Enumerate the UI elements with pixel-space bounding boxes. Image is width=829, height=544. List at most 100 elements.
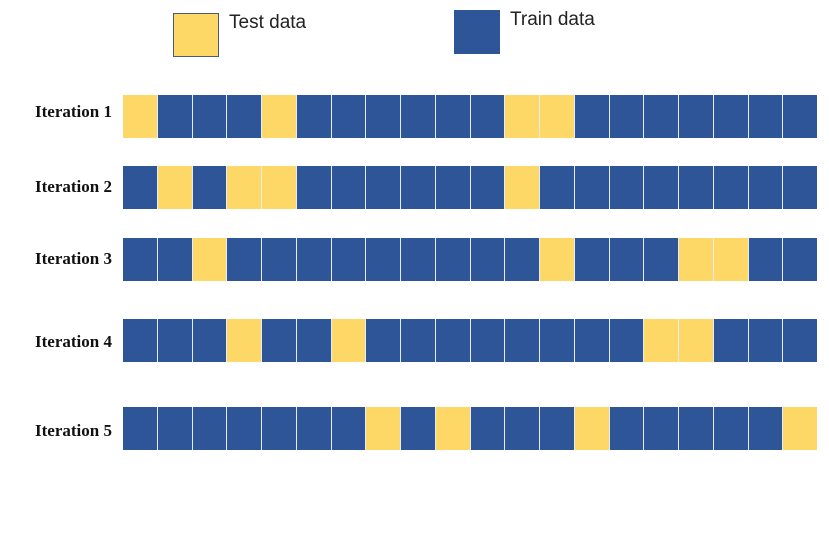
train-block bbox=[296, 407, 332, 450]
train-block bbox=[609, 407, 645, 450]
train-block bbox=[470, 95, 506, 138]
train-block bbox=[331, 407, 367, 450]
train-block bbox=[783, 166, 817, 209]
test-block bbox=[192, 238, 228, 281]
test-block bbox=[574, 407, 610, 450]
test-block bbox=[262, 166, 297, 209]
test-block bbox=[262, 95, 297, 138]
train-block bbox=[366, 238, 401, 281]
train-block bbox=[401, 407, 436, 450]
train-block bbox=[435, 166, 471, 209]
train-block bbox=[783, 238, 817, 281]
train-block bbox=[123, 319, 158, 362]
train-block bbox=[609, 95, 645, 138]
iteration-label-2: Iteration 2 bbox=[35, 177, 112, 196]
legend-train-swatch bbox=[454, 10, 500, 54]
train-block bbox=[227, 407, 262, 450]
train-block bbox=[679, 407, 714, 450]
train-block bbox=[713, 166, 749, 209]
train-block bbox=[505, 238, 540, 281]
train-block bbox=[748, 238, 784, 281]
train-block bbox=[192, 407, 228, 450]
train-block bbox=[644, 95, 679, 138]
test-block bbox=[227, 319, 262, 362]
test-block bbox=[505, 95, 540, 138]
test-block bbox=[157, 166, 193, 209]
train-block bbox=[644, 166, 679, 209]
train-block bbox=[401, 166, 436, 209]
legend-test-label: Test data bbox=[229, 12, 307, 33]
train-block bbox=[574, 238, 610, 281]
train-block bbox=[679, 95, 714, 138]
train-block bbox=[783, 95, 817, 138]
test-block bbox=[644, 319, 679, 362]
test-block bbox=[123, 95, 158, 138]
train-block bbox=[748, 319, 784, 362]
train-block bbox=[435, 95, 471, 138]
legend-test-swatch bbox=[173, 13, 219, 57]
train-block bbox=[609, 166, 645, 209]
train-block bbox=[505, 407, 540, 450]
test-block bbox=[331, 319, 367, 362]
train-block bbox=[574, 95, 610, 138]
train-block bbox=[713, 407, 749, 450]
train-block bbox=[609, 238, 645, 281]
train-block bbox=[713, 95, 749, 138]
iteration-row-4 bbox=[123, 319, 817, 362]
iteration-label-3: Iteration 3 bbox=[35, 249, 112, 268]
train-block bbox=[470, 407, 506, 450]
train-block bbox=[609, 319, 645, 362]
train-block bbox=[644, 407, 679, 450]
train-block bbox=[435, 319, 471, 362]
train-block bbox=[540, 407, 575, 450]
train-block bbox=[783, 319, 817, 362]
train-block bbox=[192, 166, 228, 209]
train-block bbox=[157, 407, 193, 450]
legend-train-label: Train data bbox=[510, 9, 595, 30]
train-block bbox=[296, 319, 332, 362]
train-block bbox=[748, 407, 784, 450]
train-block bbox=[262, 238, 297, 281]
train-block bbox=[748, 95, 784, 138]
train-block bbox=[540, 166, 575, 209]
train-block bbox=[470, 238, 506, 281]
train-block bbox=[366, 166, 401, 209]
train-block bbox=[227, 95, 262, 138]
train-block bbox=[262, 407, 297, 450]
train-block bbox=[574, 166, 610, 209]
train-block bbox=[713, 319, 749, 362]
train-block bbox=[123, 407, 158, 450]
train-block bbox=[296, 95, 332, 138]
test-block bbox=[435, 407, 471, 450]
train-block bbox=[366, 319, 401, 362]
train-block bbox=[157, 319, 193, 362]
legend-test: Test data bbox=[173, 12, 307, 57]
train-block bbox=[748, 166, 784, 209]
test-block bbox=[227, 166, 262, 209]
train-block bbox=[679, 166, 714, 209]
train-block bbox=[540, 319, 575, 362]
train-block bbox=[157, 95, 193, 138]
train-block bbox=[192, 95, 228, 138]
train-block bbox=[296, 166, 332, 209]
train-block bbox=[331, 166, 367, 209]
test-block bbox=[783, 407, 817, 450]
iteration-row-1 bbox=[123, 95, 817, 138]
train-block bbox=[644, 238, 679, 281]
train-block bbox=[401, 95, 436, 138]
train-block bbox=[435, 238, 471, 281]
test-block bbox=[366, 407, 401, 450]
train-block bbox=[331, 95, 367, 138]
test-block bbox=[505, 166, 540, 209]
train-block bbox=[192, 319, 228, 362]
train-block bbox=[227, 238, 262, 281]
train-block bbox=[296, 238, 332, 281]
iteration-row-2 bbox=[123, 166, 817, 209]
test-block bbox=[540, 238, 575, 281]
iteration-label-5: Iteration 5 bbox=[35, 421, 112, 440]
test-block bbox=[679, 319, 714, 362]
train-block bbox=[262, 319, 297, 362]
iteration-row-5 bbox=[123, 407, 817, 450]
iteration-row-3 bbox=[123, 238, 817, 281]
train-block bbox=[470, 319, 506, 362]
